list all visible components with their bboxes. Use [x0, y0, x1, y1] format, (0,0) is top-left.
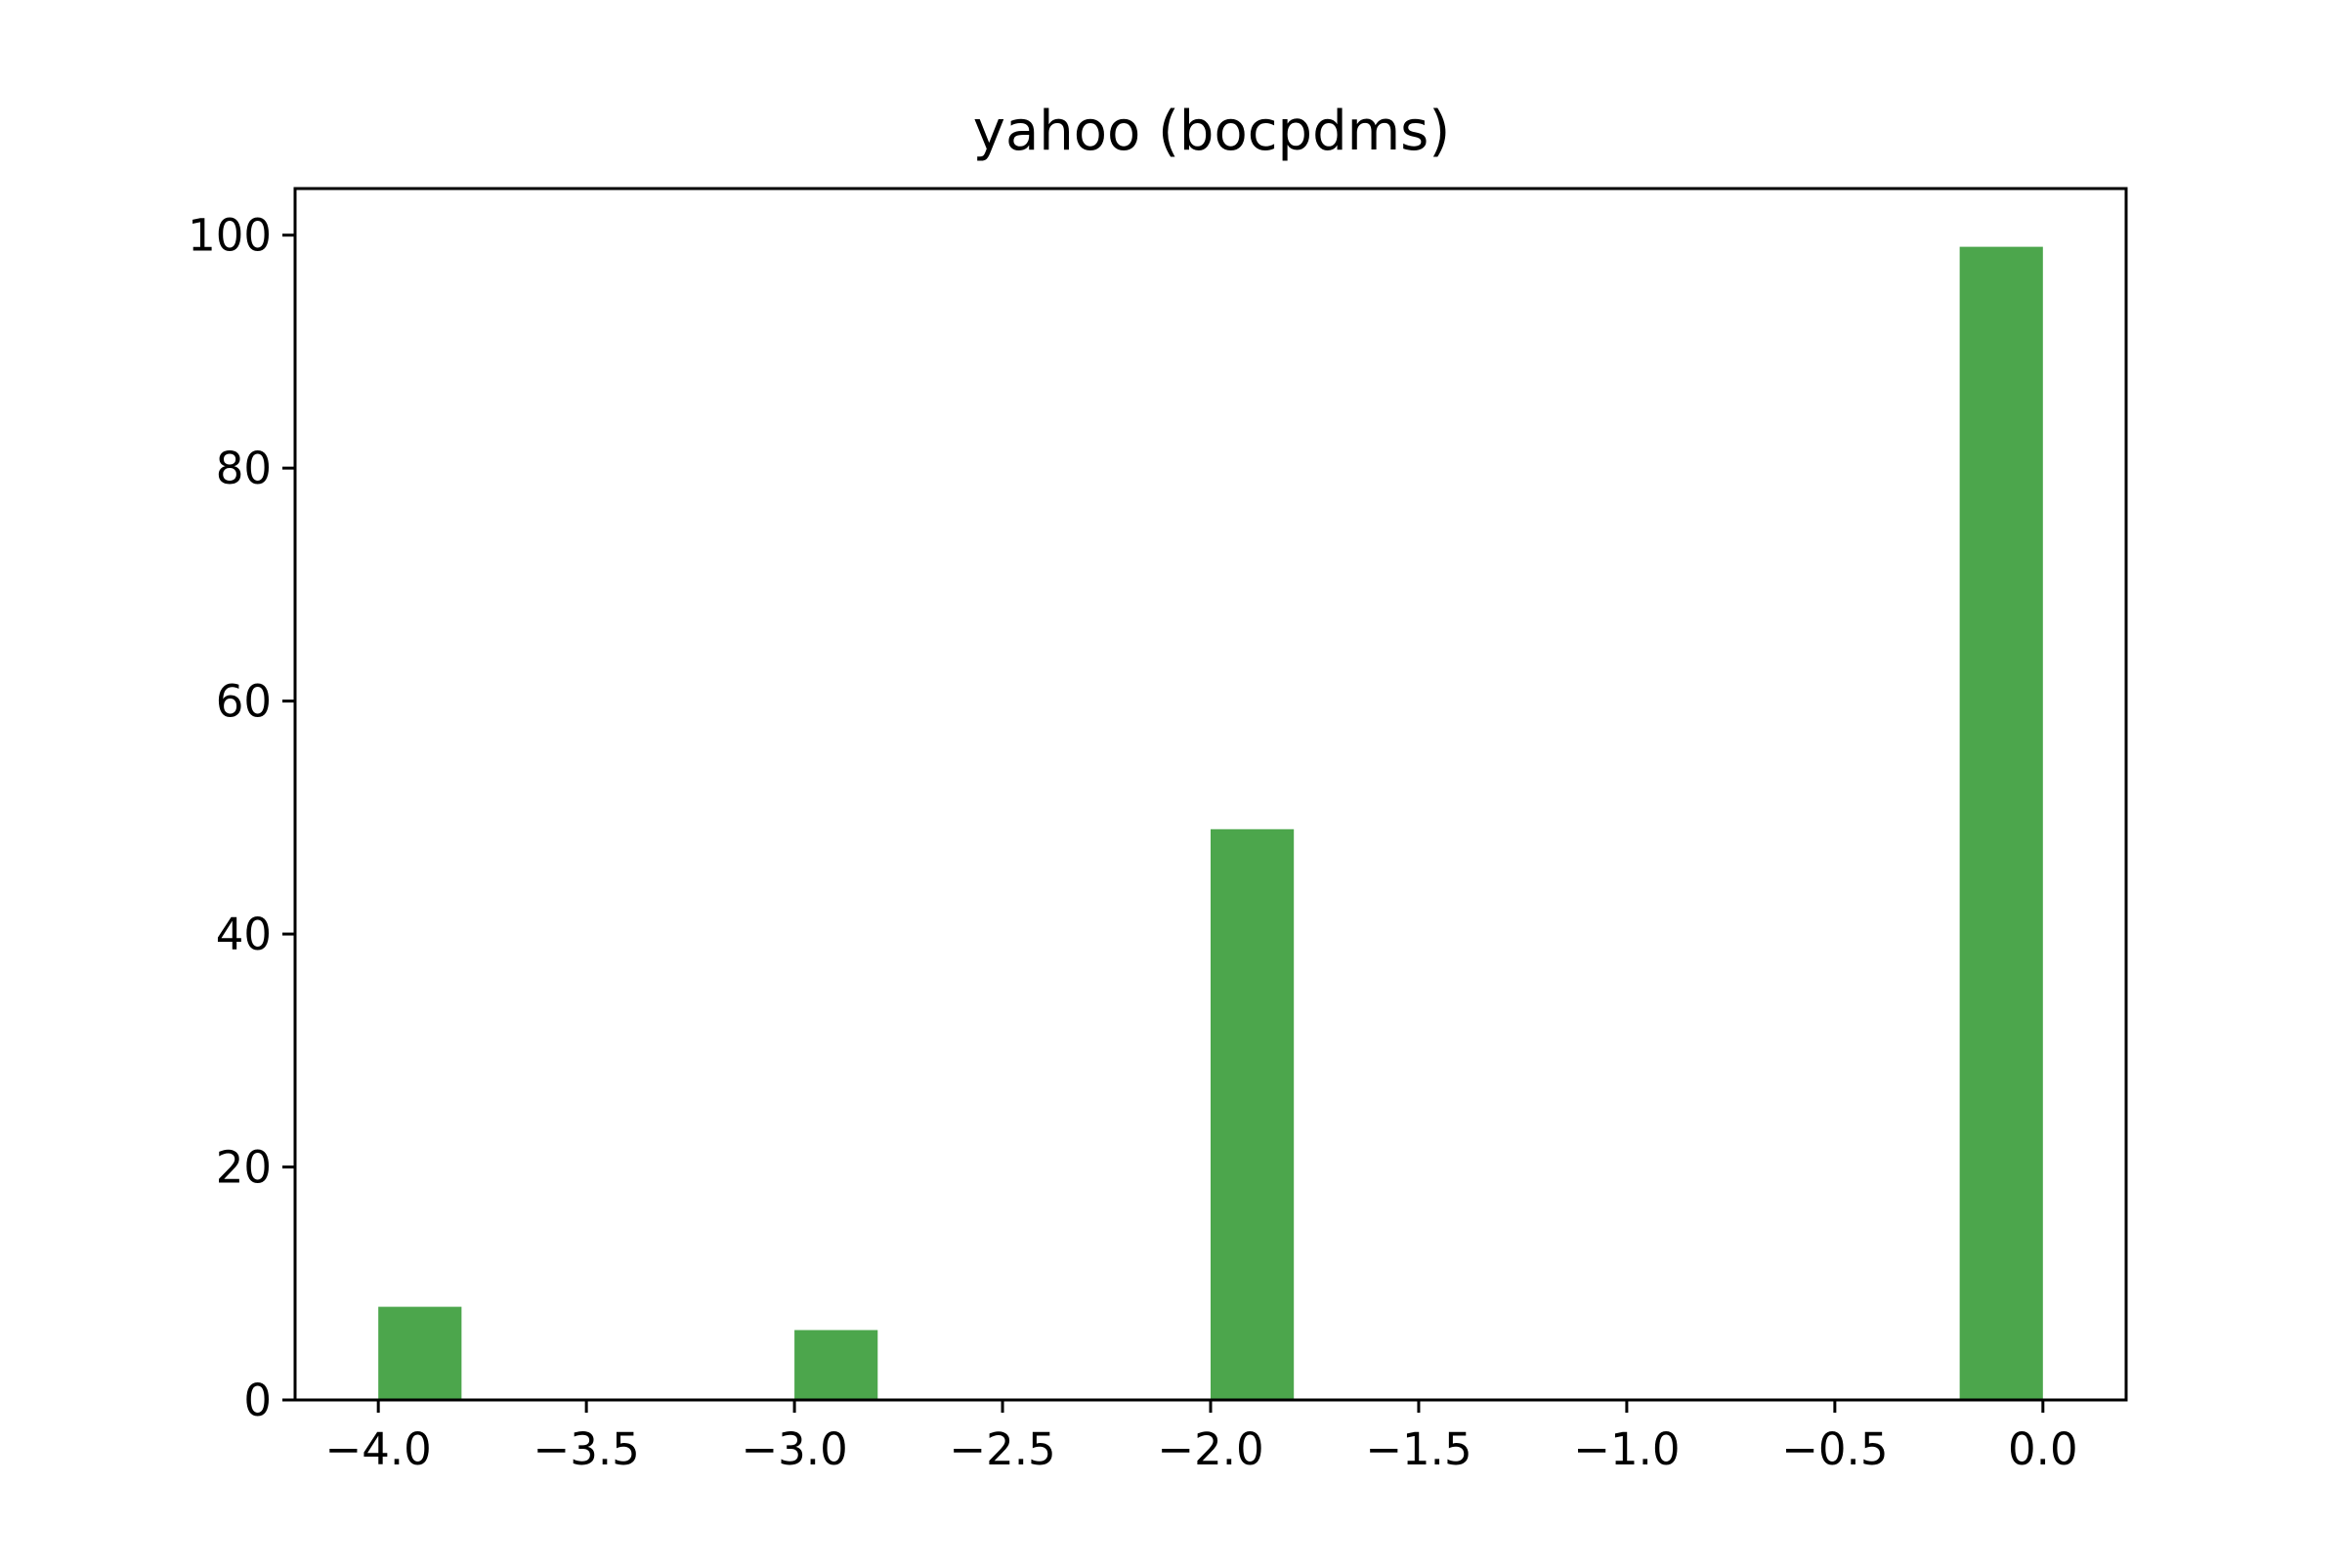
histogram-bar-3 [1959, 246, 2043, 1401]
y-tick-label: 0 [243, 1375, 272, 1426]
chart-title: yahoo (bocpdms) [973, 100, 1450, 163]
x-tick-label: −3.0 [741, 1423, 847, 1475]
y-tick-label: 40 [216, 909, 272, 960]
x-tick-label: −1.5 [1365, 1423, 1471, 1475]
x-tick-label: −0.5 [1781, 1423, 1888, 1475]
y-tick-label: 20 [216, 1142, 272, 1194]
histogram-bar-0 [378, 1306, 462, 1400]
x-tick-label: 0.0 [2008, 1423, 2078, 1475]
x-tick-label: −3.5 [533, 1423, 639, 1475]
x-tick-label: −4.0 [325, 1423, 432, 1475]
y-tick-label: 100 [188, 210, 272, 262]
bars-layer [378, 246, 2043, 1401]
y-tick-label: 60 [216, 676, 272, 728]
histogram-bar-1 [794, 1330, 878, 1400]
x-tick-label: −1.0 [1573, 1423, 1680, 1475]
x-axis: −4.0 −3.5 −3.0 −2.5 −2.0 −1.5 −1.0 −0.5 0.0 [325, 1400, 2078, 1475]
x-tick-label: −2.5 [949, 1423, 1055, 1475]
histogram-bar-2 [1211, 828, 1295, 1400]
plot-frame [293, 187, 2128, 1402]
y-tick-label: 80 [216, 443, 272, 494]
x-tick-label: −2.0 [1157, 1423, 1263, 1475]
y-axis: 0 20 40 60 80 100 [188, 210, 295, 1426]
